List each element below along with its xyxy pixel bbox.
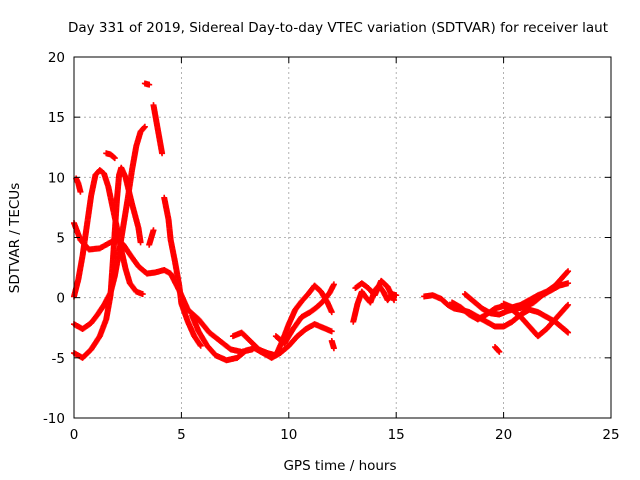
data-point	[565, 329, 572, 336]
data-point	[565, 280, 572, 287]
data-point	[150, 227, 157, 234]
data-point	[565, 301, 572, 308]
axis-ticks: 0 5 10 15 20 25 -10 -5 0 5 10 15 20	[43, 50, 620, 443]
data-point	[137, 239, 144, 246]
y-tick-label: 5	[56, 231, 65, 247]
x-tick-label: 20	[495, 427, 512, 443]
data-point	[495, 347, 502, 354]
data-point	[141, 124, 148, 131]
grid-lines	[74, 57, 611, 418]
data-point	[328, 309, 335, 316]
data-point	[111, 155, 118, 162]
data-point	[139, 291, 146, 298]
x-tick-label: 10	[280, 427, 297, 443]
x-tick-label: 15	[388, 427, 405, 443]
x-tick-label: 25	[602, 427, 619, 443]
data-point	[330, 281, 337, 288]
data-point	[77, 188, 84, 195]
data-point	[564, 269, 571, 276]
data-point	[197, 342, 204, 349]
data-point	[328, 328, 335, 335]
data-point	[146, 81, 153, 88]
data-point	[564, 302, 571, 309]
x-tick-label: 5	[177, 427, 186, 443]
y-axis-label: SDTVAR / TECUs	[7, 183, 23, 293]
y-tick-label: 0	[56, 291, 65, 307]
y-tick-label: -5	[52, 351, 65, 367]
data-point	[496, 348, 503, 355]
y-tick-label: 10	[48, 170, 65, 186]
y-tick-label: 20	[48, 50, 65, 66]
x-axis-label: GPS time / hours	[283, 458, 396, 474]
data-point	[159, 150, 166, 157]
data-point	[565, 268, 572, 275]
data-point	[391, 297, 398, 304]
y-tick-label: 15	[48, 110, 65, 126]
data-points	[71, 80, 572, 364]
data-point	[141, 123, 148, 130]
x-tick-label: 0	[70, 427, 79, 443]
chart-title: Day 331 of 2019, Sidereal Day-to-day VTE…	[68, 20, 608, 36]
data-point	[330, 345, 337, 352]
y-tick-label: -10	[43, 411, 65, 427]
